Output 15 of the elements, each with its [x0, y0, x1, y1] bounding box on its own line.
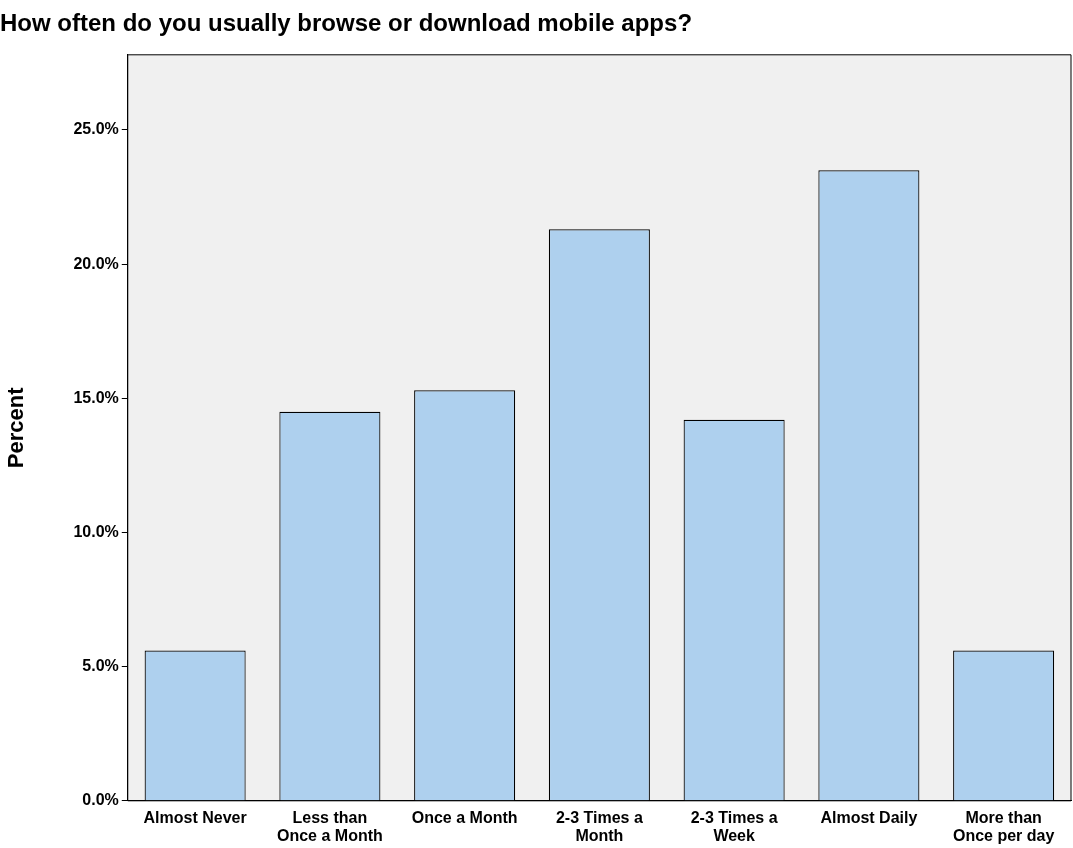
y-tick-label: 0.0%	[82, 791, 119, 809]
y-tick-label: 10.0%	[73, 522, 119, 540]
x-tick-label: Almost Daily	[820, 809, 918, 827]
x-tick-label: Once a Month	[411, 809, 518, 827]
y-tick-label: 25.0%	[73, 120, 119, 138]
x-tick-label: More than Once per day	[952, 809, 1055, 844]
chart-title: How often do you usually browse or download mobile apps?	[0, 9, 693, 37]
x-tick-label: 2-3 Times a Month	[555, 809, 643, 844]
y-tick-label: 5.0%	[82, 657, 119, 675]
x-tick-label: Less than Once a Month	[277, 809, 383, 844]
x-tick-label: Almost Never	[143, 809, 247, 827]
x-tick-label: 2-3 Times a Week	[690, 809, 778, 844]
y-tick-label: 15.0%	[73, 388, 119, 406]
y-tick-label: 20.0%	[73, 254, 119, 272]
y-axis-title: Percent	[3, 386, 29, 469]
